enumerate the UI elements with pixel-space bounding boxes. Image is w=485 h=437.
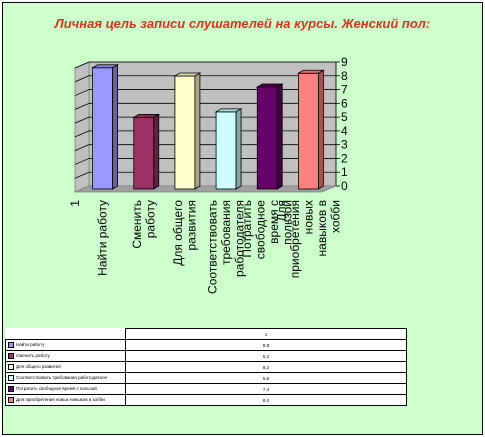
data-table: 1 Найти работу 8,8 Сменить работу 5,2 Для об… xyxy=(5,328,407,406)
plot-side-wall xyxy=(74,61,90,193)
legend-swatch xyxy=(8,364,14,370)
legend-swatch xyxy=(8,375,14,381)
table-row-value: 8,8 xyxy=(125,339,407,351)
table-corner-cell xyxy=(6,329,126,340)
table-header-cell: 1 xyxy=(125,328,407,340)
bar-side-face xyxy=(194,72,201,190)
table-row-value: 5,6 xyxy=(125,372,407,384)
y-tick-label: 9 xyxy=(341,55,348,69)
category-label: Для общегоразвития xyxy=(171,200,199,266)
table-row-label: Соответствовать требования работодателя xyxy=(5,372,126,384)
table-row-label-text: Потратить свободное время с пользой xyxy=(16,386,97,392)
gridline-side xyxy=(74,144,90,152)
table-row-label-text: Сменить работу xyxy=(16,353,50,359)
gridline-side xyxy=(74,102,90,110)
gridline-side xyxy=(74,89,90,96)
table-row-value: 7,4 xyxy=(125,383,407,395)
gridline-side xyxy=(74,130,90,138)
bar-side-face xyxy=(235,108,242,190)
bar-side-face xyxy=(276,83,283,190)
gridline-side xyxy=(74,61,90,69)
table-row-value: 8,2 xyxy=(125,361,407,373)
bar xyxy=(215,111,237,190)
table-row: Для приобретения новых навыков в хобби 8,… xyxy=(5,394,407,406)
chart-title: Личная цель записи слушателей на курсы. … xyxy=(54,16,431,31)
table-row-label-text: Для общего развития xyxy=(16,364,61,370)
y-tick-label: 4 xyxy=(341,124,348,138)
table-row-label: Сменить работу xyxy=(5,350,126,362)
table-row-label: Найти работу xyxy=(5,339,126,351)
legend-swatch xyxy=(8,386,14,392)
legend-swatch xyxy=(8,397,14,403)
legend-swatch xyxy=(8,353,14,359)
y-tick-label: 2 xyxy=(341,151,348,165)
bar-side-face xyxy=(153,113,160,190)
bar-side-face xyxy=(112,64,118,190)
series-axis-label: 1 xyxy=(68,200,82,207)
table-header-row: 1 xyxy=(6,328,407,340)
plot-back-wall xyxy=(88,61,337,187)
table-row-label-text: Соответствовать требования работодателя xyxy=(16,375,107,381)
legend-swatch xyxy=(8,342,14,348)
table-row-label: Потратить свободное время с пользой xyxy=(5,383,126,395)
y-tick-label: 8 xyxy=(341,69,348,83)
gridline-side xyxy=(74,158,90,165)
category-label: Потратитьсвободноевремя спользой xyxy=(240,200,295,260)
table-row: Соответствовать требования работодателя 5… xyxy=(5,372,407,384)
y-tick-label: 1 xyxy=(341,165,348,179)
bar xyxy=(174,75,196,190)
bar-side-face xyxy=(318,69,324,190)
gridline-side xyxy=(74,75,90,83)
bar xyxy=(92,67,113,190)
table-row-value: 8,4 xyxy=(125,394,407,406)
y-tick-label: 0 xyxy=(341,179,348,193)
category-label: Соответствоватьтребованияработодателя xyxy=(206,200,247,294)
gridline-side xyxy=(74,116,90,124)
table-row: Для общего развития 8,2 xyxy=(5,361,407,373)
bar xyxy=(133,116,155,190)
table-row-label: Для общего развития xyxy=(5,361,126,373)
y-tick-label: 6 xyxy=(341,96,348,110)
bar xyxy=(256,86,278,190)
category-label: Сменитьработу xyxy=(130,200,158,249)
table-row: Потратить свободное время с пользой 7,4 xyxy=(5,383,407,395)
y-tick-label: 5 xyxy=(341,110,348,124)
table-row: Сменить работу 5,2 xyxy=(5,350,407,362)
category-label: Найти работу xyxy=(96,200,110,276)
table-row-label: Для приобретения новых навыков в хобби xyxy=(5,394,126,406)
table-row-label-text: Найти работу xyxy=(16,342,45,348)
table-row-value: 5,2 xyxy=(125,350,407,362)
gridline-side xyxy=(74,171,90,179)
y-tick-label: 3 xyxy=(341,138,348,152)
category-label: Дляприобретенияновыхнавыков вхобби xyxy=(274,200,342,278)
table-row-label-text: Для приобретения новых навыков в хобби xyxy=(16,397,105,403)
y-tick-label: 7 xyxy=(341,83,348,97)
bar xyxy=(298,72,319,190)
table-row: Найти работу 8,8 xyxy=(5,339,407,351)
